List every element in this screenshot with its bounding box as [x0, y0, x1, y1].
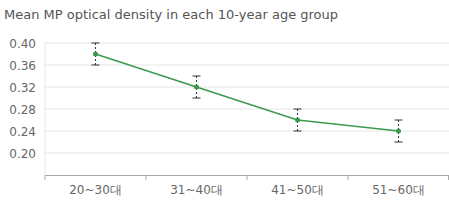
x-tick-label: 31~40대	[170, 183, 223, 197]
data-point	[295, 118, 300, 123]
data-point	[93, 52, 98, 57]
x-tick-label: 20~30대	[69, 183, 122, 197]
grid-line	[45, 43, 449, 44]
grid-line	[45, 65, 449, 66]
y-tick-label: 0.28	[9, 103, 36, 117]
chart-title: Mean MP optical density in each 10-year …	[4, 7, 338, 22]
x-tick-mark	[348, 175, 349, 180]
x-tick-mark	[247, 175, 248, 180]
x-tick-mark	[448, 175, 449, 180]
grid-line	[45, 153, 449, 154]
chart-container: Mean MP optical density in each 10-year …	[0, 0, 449, 203]
grid-line	[45, 109, 449, 110]
y-tick-label: 0.20	[9, 147, 36, 161]
x-tick-mark	[45, 175, 46, 180]
data-line	[96, 54, 399, 131]
y-tick-label: 0.24	[9, 125, 36, 139]
data-point	[396, 129, 401, 134]
chart-svg: Mean MP optical density in each 10-year …	[0, 0, 449, 203]
error-bar	[193, 76, 201, 98]
plot-area	[92, 43, 403, 142]
x-tick-label: 51~60대	[372, 183, 425, 197]
y-tick-label: 0.36	[9, 59, 36, 73]
grid-line	[45, 87, 449, 88]
error-bar	[92, 43, 100, 65]
data-point	[194, 85, 199, 90]
y-tick-label: 0.40	[9, 37, 36, 51]
y-axis-line	[45, 43, 46, 175]
x-tick-mark	[146, 175, 147, 180]
x-tick-label: 41~50대	[271, 183, 324, 197]
y-tick-label: 0.32	[9, 81, 36, 95]
